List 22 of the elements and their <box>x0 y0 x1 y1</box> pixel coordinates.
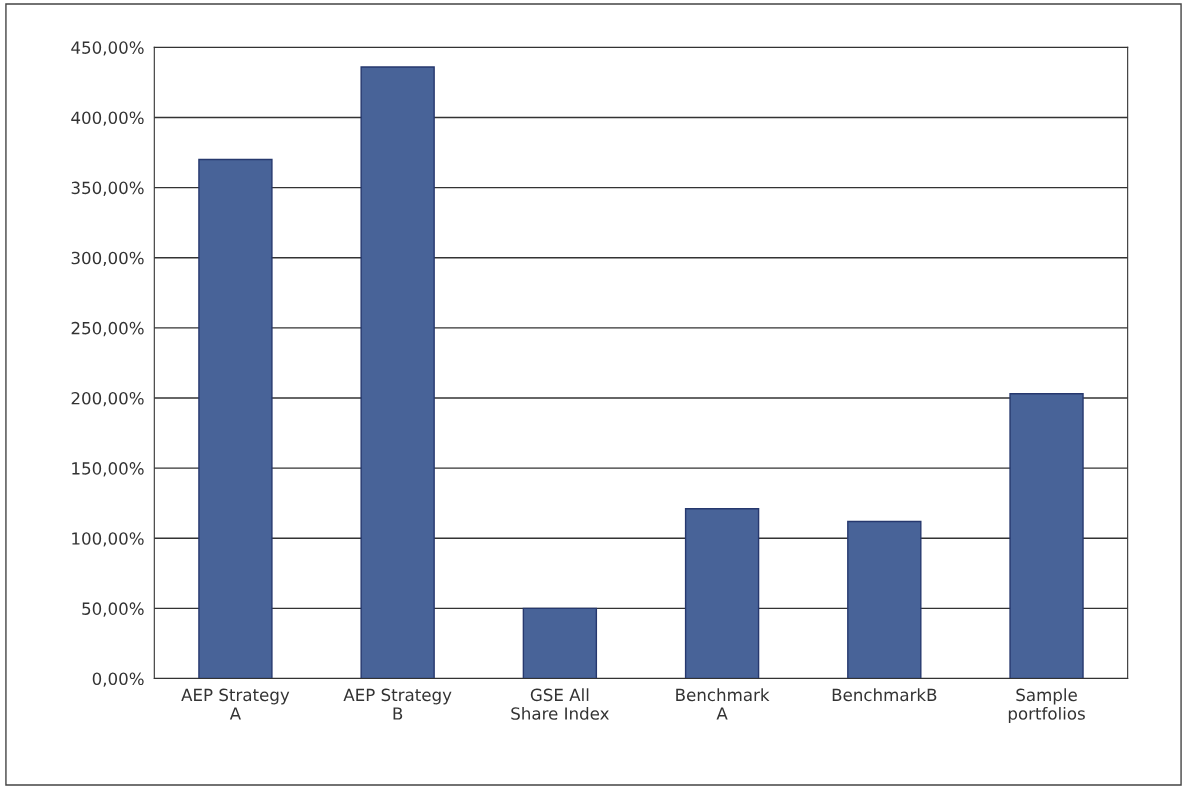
y-tick-label: 350,00% <box>71 181 144 196</box>
bar <box>1009 393 1084 679</box>
x-tick-label: BenchmarkB <box>832 688 937 702</box>
x-tick-label: AEP Strategy A <box>181 688 290 720</box>
bar <box>522 607 598 679</box>
y-tick-label: 150,00% <box>72 462 144 477</box>
x-tick-label: AEP Strategy B <box>343 688 452 720</box>
bar <box>684 508 760 679</box>
y-tick-label: 100,00% <box>72 532 144 547</box>
x-tick-label: Sample portfolios <box>1008 688 1085 724</box>
y-tick-label: 450,00% <box>71 41 144 56</box>
y-tick-label: 50,00% <box>82 602 144 617</box>
y-tick-label: 300,00% <box>71 251 144 267</box>
bar <box>847 520 922 679</box>
bar <box>360 66 435 679</box>
bar <box>198 158 273 679</box>
y-tick-label: 0,00% <box>92 672 144 687</box>
x-tick-label: Benchmark A <box>676 688 770 720</box>
y-tick-label: 250,00% <box>71 321 144 337</box>
y-tick-label: 400,00% <box>71 111 144 126</box>
x-tick-label: GSE All Share Index <box>511 688 609 720</box>
y-tick-label: 200,00% <box>71 391 144 407</box>
